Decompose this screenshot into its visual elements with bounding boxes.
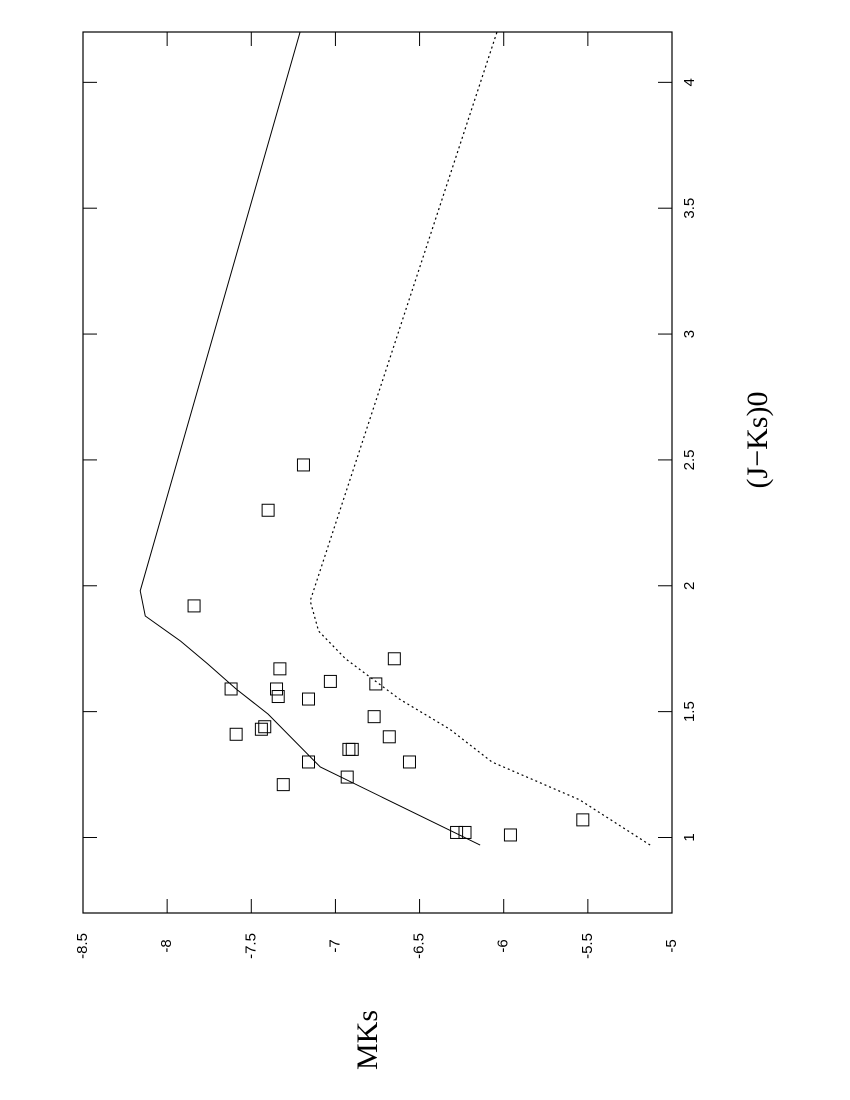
y-tick-label: -8.5 <box>74 933 91 959</box>
y-axis-title: MKs <box>351 1010 384 1070</box>
data-point <box>187 599 201 613</box>
data-point <box>458 825 472 839</box>
data-point <box>276 778 290 792</box>
x-axis-title: (J−Ks)0 <box>741 392 774 489</box>
data-point <box>450 825 464 839</box>
y-tick-label: -5.5 <box>579 933 596 959</box>
plot-frame <box>82 31 673 914</box>
data-point <box>296 458 310 472</box>
data-point <box>254 722 268 736</box>
data-point <box>302 755 316 769</box>
model-curve <box>309 31 651 846</box>
x-tick-label: 1 <box>681 833 698 841</box>
data-point <box>345 742 359 756</box>
x-tick-label: 2 <box>681 582 698 590</box>
data-point <box>387 652 401 666</box>
data-point <box>261 503 275 517</box>
data-point <box>271 690 285 704</box>
y-tick-label: -6 <box>495 939 512 952</box>
x-tick-label: 4 <box>681 78 698 86</box>
data-point <box>382 730 396 744</box>
y-tick-label: -8 <box>158 939 175 952</box>
y-tick-label: -7 <box>326 939 343 952</box>
data-point <box>340 770 354 784</box>
data-point <box>576 813 590 827</box>
data-point <box>367 710 381 724</box>
data-point <box>270 682 284 696</box>
data-point <box>503 828 517 842</box>
y-tick-label: -6.5 <box>411 933 428 959</box>
data-point <box>224 682 238 696</box>
x-tick-label: 2.5 <box>681 449 698 470</box>
x-tick-label: 1.5 <box>681 701 698 722</box>
data-point <box>258 720 272 734</box>
data-point <box>323 674 337 688</box>
data-point <box>402 755 416 769</box>
y-tick-label: -7.5 <box>242 933 259 959</box>
data-point <box>369 677 383 691</box>
data-point <box>229 727 243 741</box>
model-curve <box>139 31 481 846</box>
data-point <box>342 742 356 756</box>
y-tick-label: -5 <box>663 939 680 952</box>
data-point <box>302 692 316 706</box>
x-tick-label: 3 <box>681 330 698 338</box>
x-tick-label: 3.5 <box>681 198 698 219</box>
data-point <box>273 662 287 676</box>
